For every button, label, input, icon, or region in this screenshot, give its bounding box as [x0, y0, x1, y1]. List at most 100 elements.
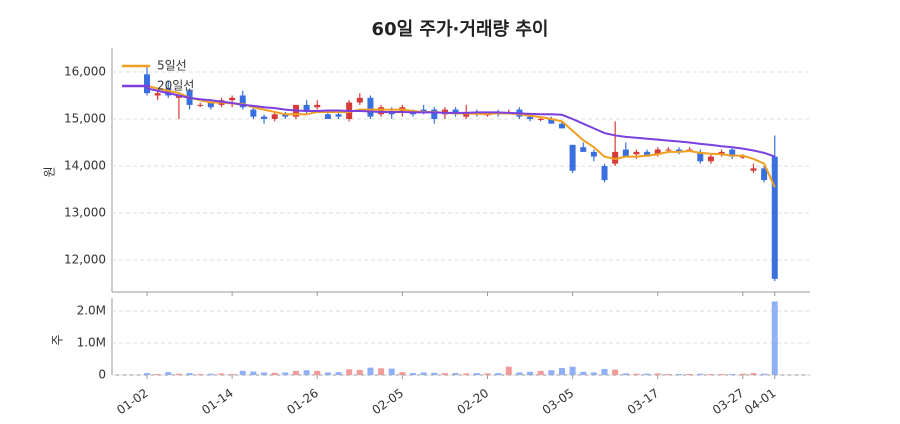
volume-bar: [186, 373, 193, 375]
y-axis-label: 주: [51, 334, 65, 345]
legend-label: 5일선: [157, 59, 187, 73]
volume-bar: [771, 301, 778, 375]
y-tick-label: 12,000: [64, 253, 106, 267]
volume-bar: [707, 374, 714, 375]
candle-body: [335, 114, 342, 117]
y-tick-label: 15,000: [64, 111, 106, 125]
volume-bar: [367, 367, 374, 375]
volume-bar: [473, 373, 480, 375]
candle-body: [144, 74, 150, 94]
candle-body: [303, 104, 310, 112]
volume-bar: [324, 372, 331, 375]
volume-bar: [335, 372, 342, 375]
candle-body: [207, 102, 214, 108]
y-axis-label: 원: [43, 166, 57, 177]
candle-body: [590, 151, 597, 157]
volume-bar: [314, 370, 321, 375]
volume-bar: [761, 373, 768, 375]
volume-bar: [548, 370, 555, 375]
candle-body: [558, 123, 565, 129]
x-tick-label: 02-20: [455, 386, 492, 417]
candle-body: [548, 118, 555, 124]
volume-bar: [282, 372, 289, 375]
volume-bar: [197, 374, 204, 375]
volume-bar: [356, 369, 363, 375]
volume-bar: [420, 372, 427, 375]
candle-body: [537, 118, 544, 120]
volume-bar: [144, 373, 150, 375]
volume-bar: [431, 372, 438, 375]
candle-body: [739, 156, 746, 158]
candle-body: [601, 166, 608, 181]
candle-body: [654, 149, 661, 155]
volume-bar: [739, 373, 746, 375]
candle-body: [622, 149, 629, 157]
x-tick-label: 01-14: [199, 386, 236, 417]
volume-bar: [229, 374, 236, 375]
x-tick-label: 01-26: [284, 386, 321, 417]
volume-bar: [495, 373, 502, 375]
volume-bar: [484, 373, 491, 375]
volume-bar: [239, 370, 246, 375]
candle-body: [644, 151, 651, 157]
volume-bar: [590, 372, 597, 375]
candle-body: [750, 168, 757, 171]
volume-bar: [218, 373, 225, 375]
volume-bar: [665, 374, 672, 375]
volume-bar: [261, 372, 268, 375]
legend-label: 20일선: [157, 79, 194, 93]
candle-body: [314, 104, 321, 108]
volume-bar: [378, 368, 385, 375]
volume-bar: [463, 373, 470, 375]
ma-line: [146, 87, 776, 158]
volume-bar: [676, 374, 682, 375]
volume-bar: [601, 368, 608, 375]
candle-body: [707, 156, 714, 162]
volume-bar: [346, 369, 353, 375]
volume-bar: [452, 373, 459, 375]
candle-body: [729, 149, 736, 157]
volume-bar: [292, 370, 299, 375]
candle-body: [271, 114, 278, 119]
volume-bar: [250, 371, 257, 375]
x-tick-label: 01-02: [114, 386, 151, 417]
candle-body: [378, 107, 385, 115]
volume-bar: [441, 373, 448, 375]
candle-body: [771, 156, 778, 279]
candle-body: [633, 151, 640, 155]
candle-body: [388, 111, 395, 115]
volume-bar: [516, 372, 523, 375]
volume-bar: [612, 369, 619, 375]
volume-bar: [633, 373, 640, 375]
x-tick-label: 02-05: [369, 386, 406, 417]
volume-bar: [410, 373, 416, 375]
candle-body: [154, 93, 161, 96]
volume-bar: [207, 373, 214, 375]
x-tick-label: 03-17: [625, 386, 662, 417]
candle-body: [229, 97, 236, 101]
candle-body: [612, 151, 619, 164]
volume-bar: [388, 368, 395, 375]
candle-body: [367, 97, 374, 117]
candle-body: [356, 97, 363, 103]
volume-bar: [537, 370, 544, 375]
volume-bar: [271, 372, 278, 375]
candle-body: [239, 95, 246, 108]
candle-body: [420, 109, 427, 112]
volume-bar: [569, 366, 576, 375]
candle-body: [697, 151, 704, 162]
candle-body: [761, 168, 768, 181]
candle-body: [250, 109, 257, 117]
candle-body: [569, 144, 576, 171]
volume-bar: [399, 372, 406, 375]
candle-body: [665, 149, 672, 151]
volume-bar: [175, 373, 182, 375]
volume-bar: [729, 374, 736, 375]
volume-bar: [558, 367, 565, 375]
volume-bar: [580, 371, 587, 375]
y-tick-label: 14,000: [64, 159, 106, 173]
candle-body: [282, 114, 289, 117]
y-tick-label: 2.0M: [77, 304, 106, 318]
volume-bar: [622, 373, 629, 375]
